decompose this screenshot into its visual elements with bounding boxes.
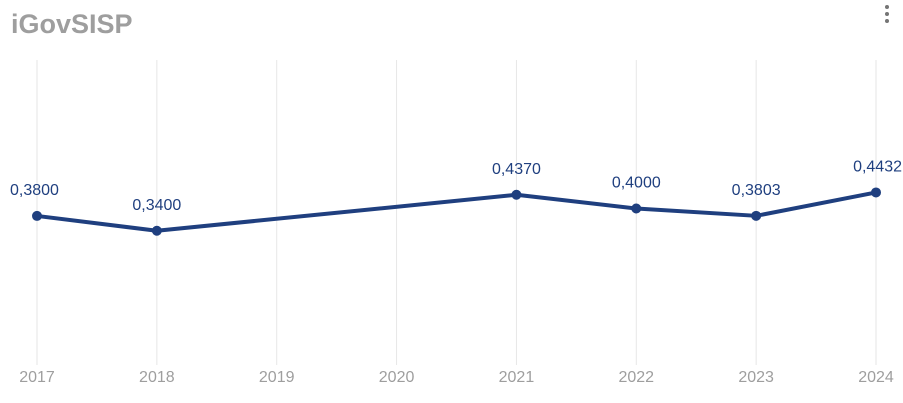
x-tick-label: 2024 bbox=[858, 369, 894, 386]
data-labels: 0,3800 0,3400 0,4370 0,4000 0,3803 0,4432 bbox=[10, 158, 902, 213]
data-point[interactable] bbox=[151, 225, 162, 236]
data-label: 0,3400 bbox=[132, 197, 181, 214]
x-axis: 2017 2018 2019 2020 2021 2022 2023 2024 bbox=[19, 369, 894, 386]
x-tick-label: 2020 bbox=[379, 369, 415, 386]
data-label: 0,3800 bbox=[10, 182, 59, 199]
data-label: 0,4432 bbox=[853, 158, 902, 175]
data-point[interactable] bbox=[871, 187, 881, 198]
series-line bbox=[35, 190, 878, 233]
data-label: 0,3803 bbox=[732, 182, 781, 199]
data-point[interactable] bbox=[631, 203, 642, 214]
x-tick-label: 2019 bbox=[259, 369, 295, 386]
x-tick-label: 2022 bbox=[618, 369, 654, 386]
x-tick-label: 2017 bbox=[19, 369, 55, 386]
data-label: 0,4000 bbox=[612, 175, 661, 192]
data-label: 0,4370 bbox=[492, 161, 541, 178]
chart-title: iGovSISP bbox=[11, 9, 133, 39]
x-tick-label: 2021 bbox=[499, 369, 535, 386]
data-point[interactable] bbox=[511, 189, 522, 200]
data-point[interactable] bbox=[751, 210, 762, 221]
data-point[interactable] bbox=[32, 210, 42, 221]
x-tick-label: 2023 bbox=[738, 369, 774, 386]
x-tick-label: 2018 bbox=[139, 369, 175, 386]
data-points bbox=[32, 187, 881, 236]
more-vert-icon[interactable] bbox=[878, 2, 896, 26]
